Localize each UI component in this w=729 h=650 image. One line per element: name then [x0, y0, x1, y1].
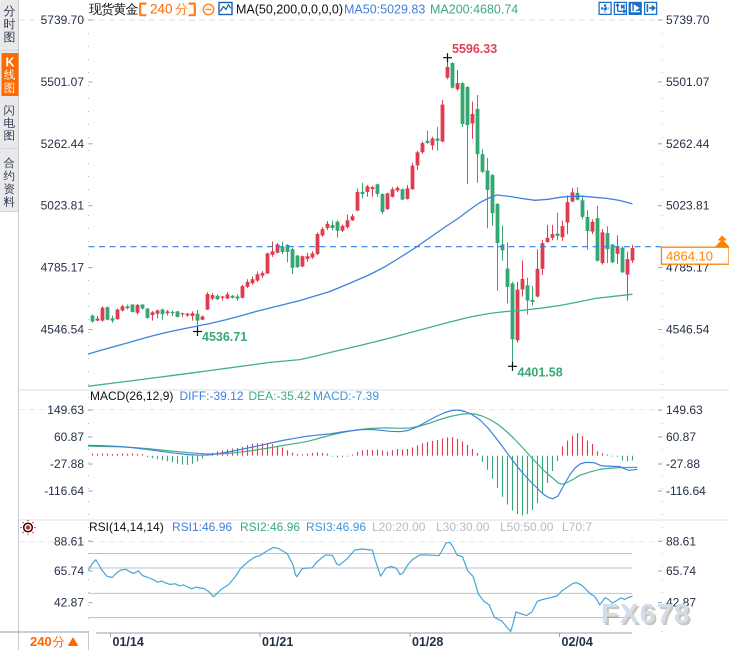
svg-text:5023.81: 5023.81 — [666, 199, 710, 213]
svg-text:4785.17: 4785.17 — [41, 261, 85, 275]
svg-text:MA(50,200,0,0,0,0): MA(50,200,0,0,0,0) — [236, 3, 343, 17]
svg-text:-27.88: -27.88 — [666, 457, 700, 471]
svg-text:65.74: 65.74 — [666, 564, 696, 578]
svg-text:4546.54: 4546.54 — [666, 323, 710, 337]
svg-text:01/21: 01/21 — [262, 635, 293, 649]
svg-text:L50:50.00: L50:50.00 — [500, 520, 554, 534]
svg-text:MACD(26,12,9): MACD(26,12,9) — [90, 389, 173, 403]
svg-text:4546.54: 4546.54 — [41, 323, 85, 337]
svg-text:L70:7: L70:7 — [562, 520, 592, 534]
svg-text:5501.07: 5501.07 — [41, 75, 85, 89]
svg-text:4864.10: 4864.10 — [666, 249, 713, 264]
svg-text:FX678: FX678 — [603, 600, 693, 631]
svg-text:RSI2:46.96: RSI2:46.96 — [240, 520, 300, 534]
svg-text:01/28: 01/28 — [412, 635, 443, 649]
svg-text:DIFF:-39.12: DIFF:-39.12 — [180, 389, 244, 403]
svg-text:5739.70: 5739.70 — [41, 13, 85, 27]
svg-text:5023.81: 5023.81 — [41, 199, 85, 213]
svg-text:DEA:-35.42: DEA:-35.42 — [249, 389, 311, 403]
svg-text:L20:20.00: L20:20.00 — [372, 520, 426, 534]
svg-text:5596.33: 5596.33 — [452, 42, 497, 56]
svg-text:4401.58: 4401.58 — [518, 366, 563, 380]
svg-text:5739.70: 5739.70 — [666, 13, 710, 27]
svg-text:RSI(14,14,14): RSI(14,14,14) — [89, 520, 164, 534]
svg-text:FX678: FX678 — [601, 598, 691, 629]
svg-text:60.87: 60.87 — [54, 430, 84, 444]
svg-text:MA50:5029.83: MA50:5029.83 — [344, 3, 425, 17]
svg-text:65.74: 65.74 — [54, 564, 84, 578]
svg-text:5262.44: 5262.44 — [666, 137, 710, 151]
svg-text:-27.88: -27.88 — [50, 457, 84, 471]
svg-text:88.61: 88.61 — [666, 534, 696, 548]
svg-text:240: 240 — [30, 634, 52, 649]
svg-text:5262.44: 5262.44 — [41, 137, 85, 151]
svg-text:MACD:-7.39: MACD:-7.39 — [313, 389, 379, 403]
svg-text:60.87: 60.87 — [666, 430, 696, 444]
svg-text:L30:30.00: L30:30.00 — [436, 520, 490, 534]
svg-text:K: K — [5, 56, 14, 70]
svg-text:42.87: 42.87 — [666, 596, 696, 610]
svg-text:RSI3:46.96: RSI3:46.96 — [306, 520, 366, 534]
svg-text:5501.07: 5501.07 — [666, 75, 710, 89]
svg-text:-116.64: -116.64 — [44, 484, 84, 498]
svg-text:-116.64: -116.64 — [666, 484, 706, 498]
svg-text:4536.71: 4536.71 — [202, 330, 247, 344]
svg-text:RSI1:46.96: RSI1:46.96 — [172, 520, 232, 534]
svg-text:88.61: 88.61 — [54, 534, 84, 548]
svg-text:149.63: 149.63 — [47, 403, 84, 417]
svg-text:149.63: 149.63 — [666, 403, 703, 417]
svg-text:42.87: 42.87 — [54, 596, 84, 610]
svg-text:01/14: 01/14 — [113, 635, 144, 649]
svg-text:240: 240 — [150, 2, 173, 17]
svg-text:MA200:4680.74: MA200:4680.74 — [430, 3, 518, 17]
svg-text:02/04: 02/04 — [562, 635, 593, 649]
